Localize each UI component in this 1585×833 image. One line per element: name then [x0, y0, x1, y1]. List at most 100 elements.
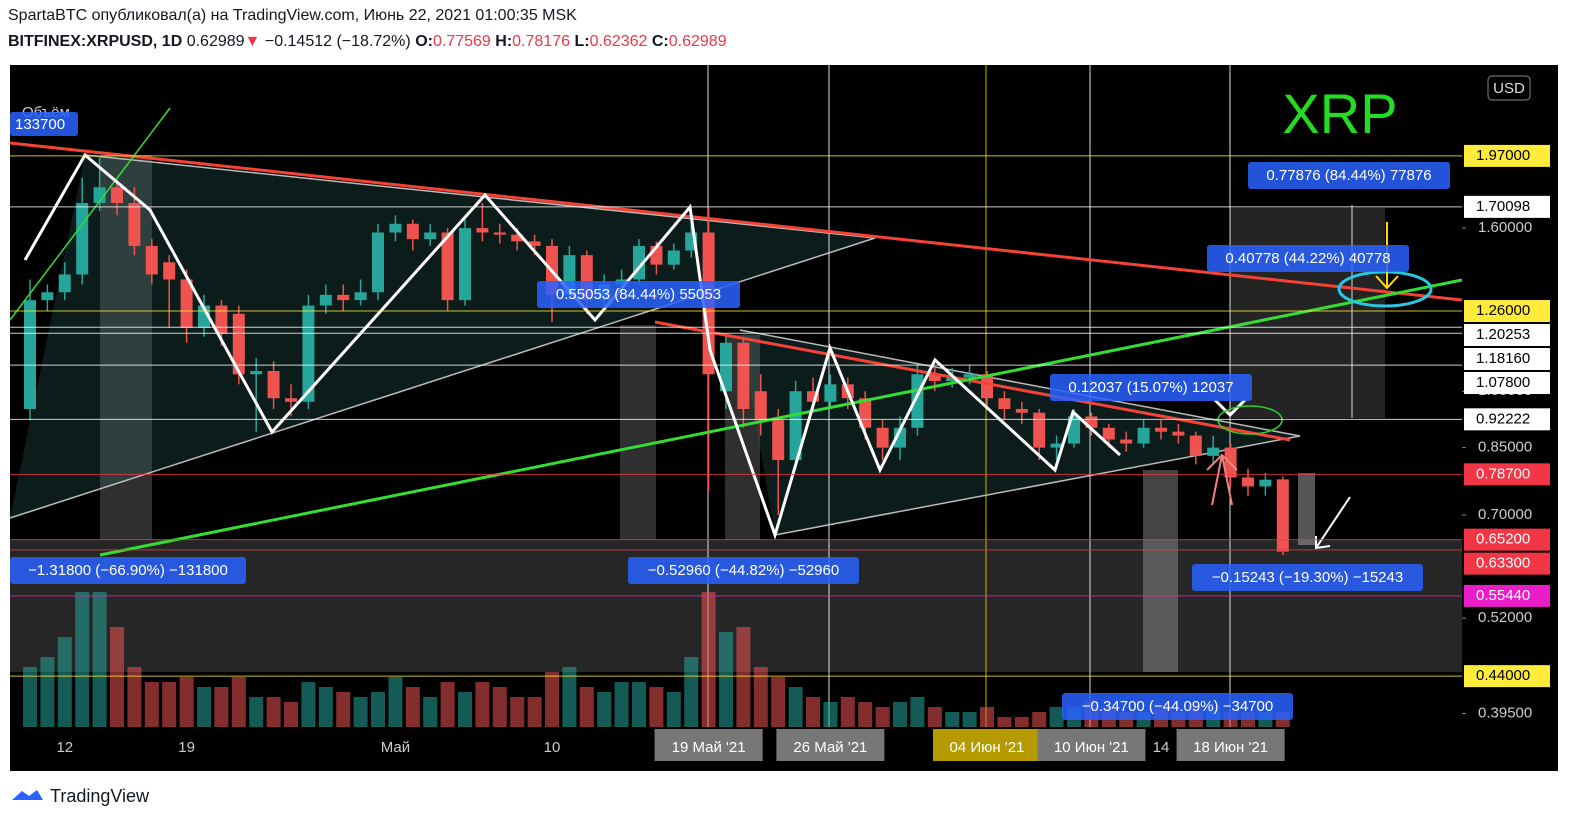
- logo: [12, 790, 43, 800]
- candle-body: [163, 262, 176, 280]
- volume-bar: [562, 667, 577, 727]
- candle-body: [946, 377, 959, 381]
- last-price: 0.62989: [186, 33, 245, 50]
- zone: [1143, 470, 1178, 672]
- level-label: 1.97000: [1476, 147, 1530, 164]
- volume-bar: [423, 697, 438, 727]
- brand: TradingView: [50, 786, 150, 806]
- volume-bar: [910, 697, 925, 727]
- volume-bar: [980, 707, 994, 727]
- volume-value: 133700: [15, 116, 65, 133]
- volume-bar: [719, 632, 733, 727]
- candle-body: [1155, 427, 1167, 432]
- volume-bar: [893, 702, 907, 727]
- x-tick-box: [776, 729, 885, 761]
- measure-label: −1.31800 (−66.90%) −131800: [28, 562, 228, 579]
- volume-bar: [1014, 717, 1029, 727]
- measure-box: [1062, 693, 1293, 720]
- l-value: 0.62362: [589, 33, 648, 50]
- h-label: H:: [495, 33, 513, 50]
- volume-bar: [440, 682, 455, 727]
- candle-body: [267, 370, 280, 399]
- trendline: [84, 154, 876, 239]
- volume-bar: [875, 707, 890, 727]
- measure-label: −0.34700 (−44.09%) −34700: [1082, 698, 1273, 715]
- candle-body: [859, 398, 872, 428]
- measure-box: [1207, 245, 1409, 272]
- candle-body: [24, 300, 36, 410]
- level-box: [1464, 584, 1550, 607]
- level-label: 0.92222: [1476, 410, 1530, 427]
- volume-bar: [649, 687, 664, 727]
- x-tick-box: [1037, 729, 1146, 761]
- level-box: [1464, 463, 1550, 486]
- trendline: [654, 320, 1291, 442]
- candle-body: [372, 232, 384, 293]
- x-tick-label: 10 Июн '21: [1054, 739, 1129, 756]
- candle-body: [1242, 477, 1254, 487]
- level-box: [1464, 144, 1550, 167]
- volume-bar: [701, 592, 716, 727]
- level-label: 0.78700: [1476, 465, 1530, 482]
- candle-body: [111, 187, 123, 204]
- candle-body: [667, 250, 680, 265]
- candle-body: [337, 294, 350, 301]
- x-tick-label: 19 Май '21: [672, 739, 746, 756]
- volume-bar: [840, 697, 855, 727]
- trendline: [9, 141, 1463, 302]
- candle-body: [250, 370, 263, 375]
- candle-body: [928, 374, 941, 381]
- measure-label: 0.77876 (84.44%) 77876: [1266, 167, 1431, 184]
- volume-bar: [249, 697, 264, 727]
- price-axis: [1462, 65, 1558, 727]
- header-ohlc: BITFINEX:XRPUSD, 1D 0.62989▼ −0.14512 (−…: [8, 33, 727, 51]
- volume-bar: [545, 672, 559, 727]
- candle-body: [963, 374, 976, 378]
- candle-body: [459, 228, 471, 301]
- zone: [1230, 208, 1385, 418]
- header-line: SpartaBTC опубликовал(а) на TradingView.…: [8, 7, 577, 24]
- volume-bar: [753, 667, 768, 727]
- candle-body: [76, 203, 89, 275]
- measure-label: 0.12037 (15.07%) 12037: [1068, 379, 1233, 396]
- volume-bar: [962, 712, 977, 727]
- zone: [620, 325, 656, 540]
- candle-body: [93, 187, 106, 204]
- volume-bar: [475, 682, 490, 727]
- measure-box: [1248, 162, 1450, 189]
- x-tick-label: 19: [178, 739, 195, 756]
- candle-body: [319, 294, 332, 306]
- volume-bar: [788, 687, 803, 727]
- x-tick-label: 18 Июн '21: [1193, 739, 1268, 756]
- volume-bar: [336, 692, 351, 727]
- volume-bar: [301, 682, 316, 727]
- candle-body: [441, 232, 454, 301]
- y-tick-label: 0.39500: [1478, 705, 1532, 722]
- level-label: 0.65200: [1476, 531, 1530, 548]
- candle-body: [285, 398, 297, 402]
- level-box: [1464, 408, 1550, 431]
- candle-body: [1120, 439, 1133, 444]
- symbol: BITFINEX:XRPUSD, 1D: [8, 33, 183, 50]
- l-label: L:: [574, 33, 590, 50]
- arrow: ▼: [244, 33, 261, 50]
- candle-body: [807, 391, 819, 402]
- zone: [100, 155, 152, 540]
- candle-body: [824, 384, 837, 402]
- volume-bar: [57, 637, 72, 727]
- level-box: [1464, 552, 1550, 575]
- volume-bar: [597, 692, 612, 727]
- volume-bar: [23, 667, 37, 727]
- candle-body: [772, 420, 785, 461]
- measure-label: 0.40778 (44.22%) 40778: [1225, 250, 1390, 267]
- x-tick-label: 12: [56, 739, 73, 756]
- y-tick-label: 0.52000: [1478, 609, 1532, 626]
- volume-bar: [179, 677, 194, 727]
- candle-body: [424, 232, 437, 240]
- zigzag: [23, 152, 1122, 540]
- chart-title: XRP: [1282, 82, 1397, 145]
- level-label: 1.70098: [1476, 198, 1530, 215]
- volume-bar: [458, 692, 472, 727]
- volume-bar: [736, 627, 751, 727]
